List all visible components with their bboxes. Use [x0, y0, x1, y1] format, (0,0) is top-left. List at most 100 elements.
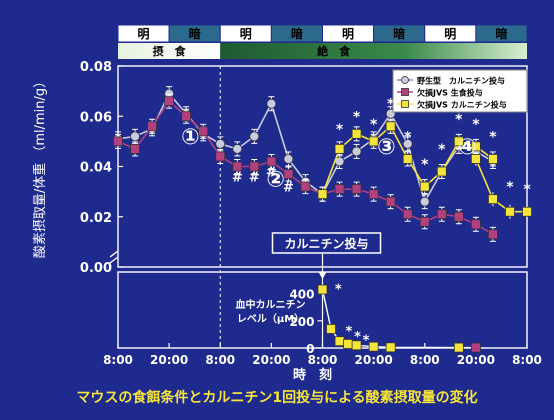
- data-point: [453, 136, 464, 147]
- data-point: [488, 154, 498, 164]
- significance-hash: #: [249, 171, 260, 186]
- data-point: [334, 144, 345, 154]
- data-point: [436, 209, 447, 220]
- series-line: [475, 158, 527, 213]
- light-dark-label: 暗: [393, 26, 405, 41]
- axis-break: [109, 250, 119, 264]
- data-point: [522, 206, 532, 217]
- significance-star: *: [472, 117, 480, 133]
- legend-label: 欠損JVS 生食投与: [417, 88, 483, 98]
- data-point: [232, 161, 243, 172]
- data-point: [232, 144, 243, 154]
- data-point: [249, 131, 260, 142]
- data-point: [130, 131, 140, 142]
- data-point: [419, 181, 430, 192]
- legend-marker: [401, 100, 409, 108]
- data-point: [385, 121, 396, 132]
- x-axis-label: 時 刻: [293, 367, 332, 383]
- data-point: [419, 216, 430, 227]
- inset-point: [343, 339, 353, 349]
- light-dark-cell: [475, 24, 528, 43]
- inset-significance-star: *: [346, 325, 353, 340]
- x-tick-label: 20:00: [252, 353, 290, 367]
- inset-point: [385, 342, 396, 353]
- inset-y-tick-label: 0: [306, 342, 314, 356]
- significance-hash: #: [266, 166, 277, 181]
- data-point: [181, 111, 192, 122]
- data-point: [419, 196, 430, 207]
- inset-point: [326, 324, 336, 334]
- significance-star: *: [353, 109, 361, 125]
- carnitine-annotation-box: [271, 232, 382, 254]
- inset-y-label: レベル（μM）: [237, 312, 304, 325]
- data-point: [368, 136, 379, 147]
- data-point: [300, 181, 311, 192]
- legend-box: [392, 69, 528, 113]
- data-point: [453, 211, 464, 222]
- light-dark-label: 明: [138, 27, 150, 41]
- inset-point: [470, 342, 481, 353]
- x-tick-label: 8:00: [308, 353, 338, 367]
- inset-point: [368, 341, 379, 352]
- inset-point: [453, 342, 464, 353]
- y-tick-label: 0.04: [80, 161, 112, 176]
- y-tick-label: 0.02: [80, 211, 112, 226]
- phase-fed-bar: [118, 43, 221, 59]
- significance-star: *: [455, 112, 463, 128]
- significance-hash: #: [283, 181, 294, 196]
- light-dark-label: 明: [444, 27, 456, 41]
- phase-number: ③: [377, 135, 396, 160]
- legend-marker: [401, 76, 409, 84]
- data-point: [368, 189, 379, 200]
- data-point: [351, 146, 362, 157]
- data-point: [402, 209, 413, 220]
- light-dark-label: 暗: [291, 26, 303, 41]
- data-point: [505, 206, 515, 217]
- inset-y-tick-label: 400: [289, 288, 314, 302]
- significance-star: *: [523, 182, 531, 198]
- significance-star: *: [421, 157, 429, 173]
- data-point: [113, 136, 123, 147]
- significance-star: *: [438, 142, 446, 158]
- data-point: [351, 128, 362, 139]
- data-point: [488, 229, 498, 240]
- phase-fed-label: 摂 食: [153, 44, 187, 58]
- inset-y-label: 血中カルニチン: [236, 298, 306, 311]
- data-point: [488, 194, 498, 205]
- significance-star: *: [370, 117, 378, 133]
- data-point: [317, 189, 328, 200]
- y-tick-label: 0.06: [80, 110, 112, 125]
- data-point: [215, 151, 226, 162]
- x-tick-label: 8:00: [103, 353, 133, 367]
- data-point: [249, 161, 260, 172]
- data-point: [130, 144, 140, 154]
- significance-star: *: [404, 129, 412, 145]
- phase-fasting-label: 絶 食: [317, 44, 351, 58]
- chart-title: マウスの食餌条件とカルニチン1回投与による酸素摂取量の変化: [76, 389, 477, 406]
- significance-hash: #: [232, 171, 243, 186]
- phase-number: ④: [458, 135, 477, 160]
- phase-number: ②: [266, 168, 285, 193]
- significance-star: *: [336, 122, 344, 138]
- data-point: [198, 126, 209, 137]
- x-tick-label: 20:00: [355, 353, 393, 367]
- light-dark-label: 明: [240, 27, 252, 41]
- inset-point: [334, 336, 345, 347]
- data-point: [402, 154, 413, 164]
- legend-marker: [401, 88, 409, 96]
- data-point: [164, 96, 175, 107]
- data-point: [402, 138, 413, 149]
- data-point: [283, 154, 294, 164]
- data-point: [470, 141, 481, 152]
- legend-label: 欠損JVS カルニチン投与: [417, 100, 507, 110]
- light-dark-label: 暗: [189, 26, 201, 41]
- significance-star: *: [506, 180, 514, 196]
- y-tick-label: 0.08: [80, 60, 112, 75]
- carnitine-annotation-label: カルニチン投与: [284, 236, 368, 251]
- data-point: [470, 219, 481, 230]
- data-point: [283, 169, 294, 179]
- x-tick-label: 8:00: [512, 353, 542, 367]
- significance-star: *: [489, 129, 497, 145]
